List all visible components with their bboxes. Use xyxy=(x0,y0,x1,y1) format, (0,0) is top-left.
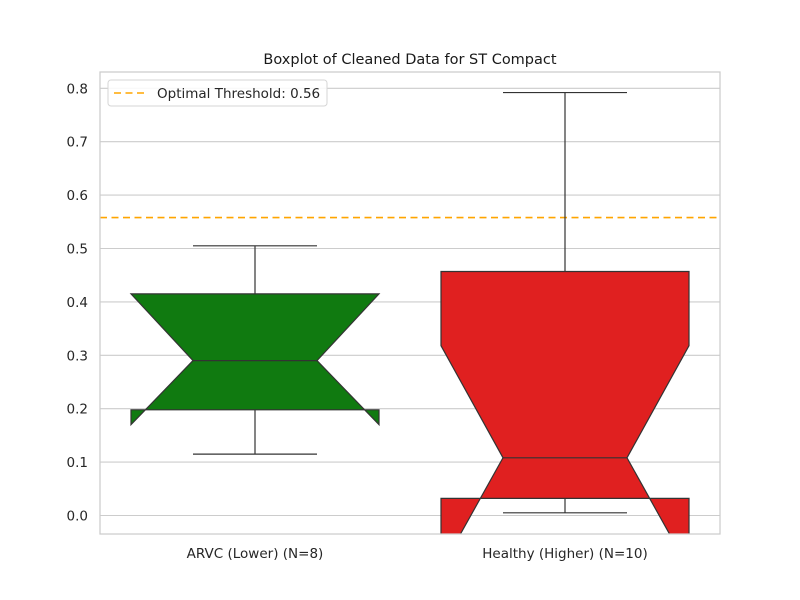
box-group xyxy=(129,245,381,455)
x-tick-label: Healthy (Higher) (N=10) xyxy=(482,546,647,562)
box-layer xyxy=(129,91,690,534)
y-tick-label: 0.1 xyxy=(67,455,88,471)
x-tick-labels: ARVC (Lower) (N=8) Healthy (Higher) (N=10… xyxy=(187,546,648,562)
y-tick-label: 0.2 xyxy=(67,402,88,418)
y-tick-label: 0.3 xyxy=(67,348,88,364)
x-tick-label: ARVC (Lower) (N=8) xyxy=(187,546,324,562)
y-tick-label: 0.6 xyxy=(67,188,88,204)
legend-frame xyxy=(107,79,328,107)
notched-box xyxy=(129,293,381,427)
legend-label: Optimal Threshold: 0.56 xyxy=(157,86,320,102)
y-tick-label: 0.8 xyxy=(67,81,88,97)
y-tick-label: 0.5 xyxy=(67,242,88,258)
notched-box xyxy=(440,270,690,534)
y-tick-label: 0.0 xyxy=(67,509,88,525)
plot-frame xyxy=(99,71,721,535)
y-tick-label: 0.4 xyxy=(67,295,88,311)
y-tick-label: 0.7 xyxy=(67,135,88,151)
legend: Optimal Threshold: 0.56 xyxy=(107,79,328,107)
box-group xyxy=(440,91,690,534)
y-tick-labels: 0.0 0.1 0.2 0.3 0.4 0.5 0.6 0.7 0.8 xyxy=(67,81,88,524)
chart-title: Boxplot of Cleaned Data for ST Compact xyxy=(263,52,556,68)
